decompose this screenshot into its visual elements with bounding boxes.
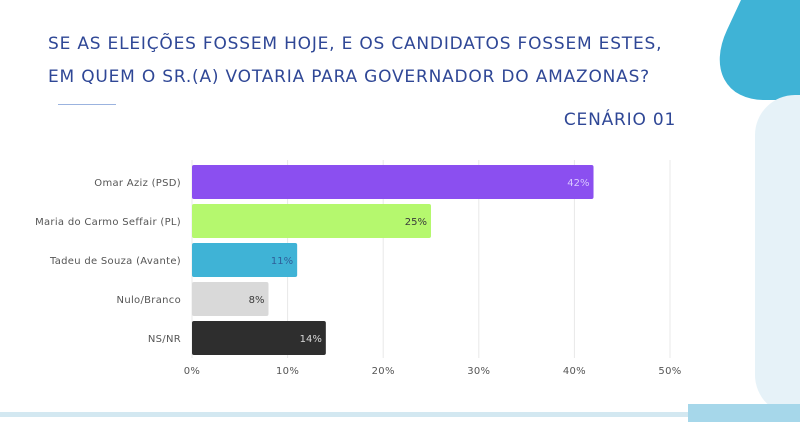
bar: [192, 243, 298, 277]
bar: [192, 165, 594, 199]
data-label: 14%: [300, 334, 322, 345]
bar: [192, 321, 326, 355]
category-label: NS/NR: [148, 334, 181, 345]
x-tick-label: 40%: [563, 366, 586, 377]
data-label: 25%: [405, 217, 427, 228]
x-tick-label: 30%: [467, 366, 490, 377]
x-tick-label: 50%: [658, 366, 681, 377]
data-label: 42%: [567, 178, 589, 189]
category-label: Nulo/Branco: [117, 295, 181, 306]
bar: [192, 204, 431, 238]
x-tick-label: 10%: [276, 366, 299, 377]
x-tick-label: 20%: [372, 366, 395, 377]
bar: [192, 282, 269, 316]
decorative-side-panel: [755, 95, 800, 415]
category-label: Omar Aziz (PSD): [94, 178, 181, 189]
category-label: Tadeu de Souza (Avante): [49, 256, 181, 267]
scenario-label: CENÁRIO 01: [563, 110, 677, 130]
chart-question-title: SE AS ELEIÇÕES FOSSEM HOJE, E OS CANDIDA…: [48, 34, 663, 87]
title-underline: [58, 104, 116, 105]
data-label: 11%: [271, 256, 293, 267]
category-label: Maria do Carmo Seffair (PL): [35, 217, 181, 228]
data-label: 8%: [249, 295, 265, 306]
decorative-bottom-accent: [688, 404, 800, 422]
x-tick-label: 0%: [184, 366, 200, 377]
decorative-bottom-line: [0, 412, 800, 417]
